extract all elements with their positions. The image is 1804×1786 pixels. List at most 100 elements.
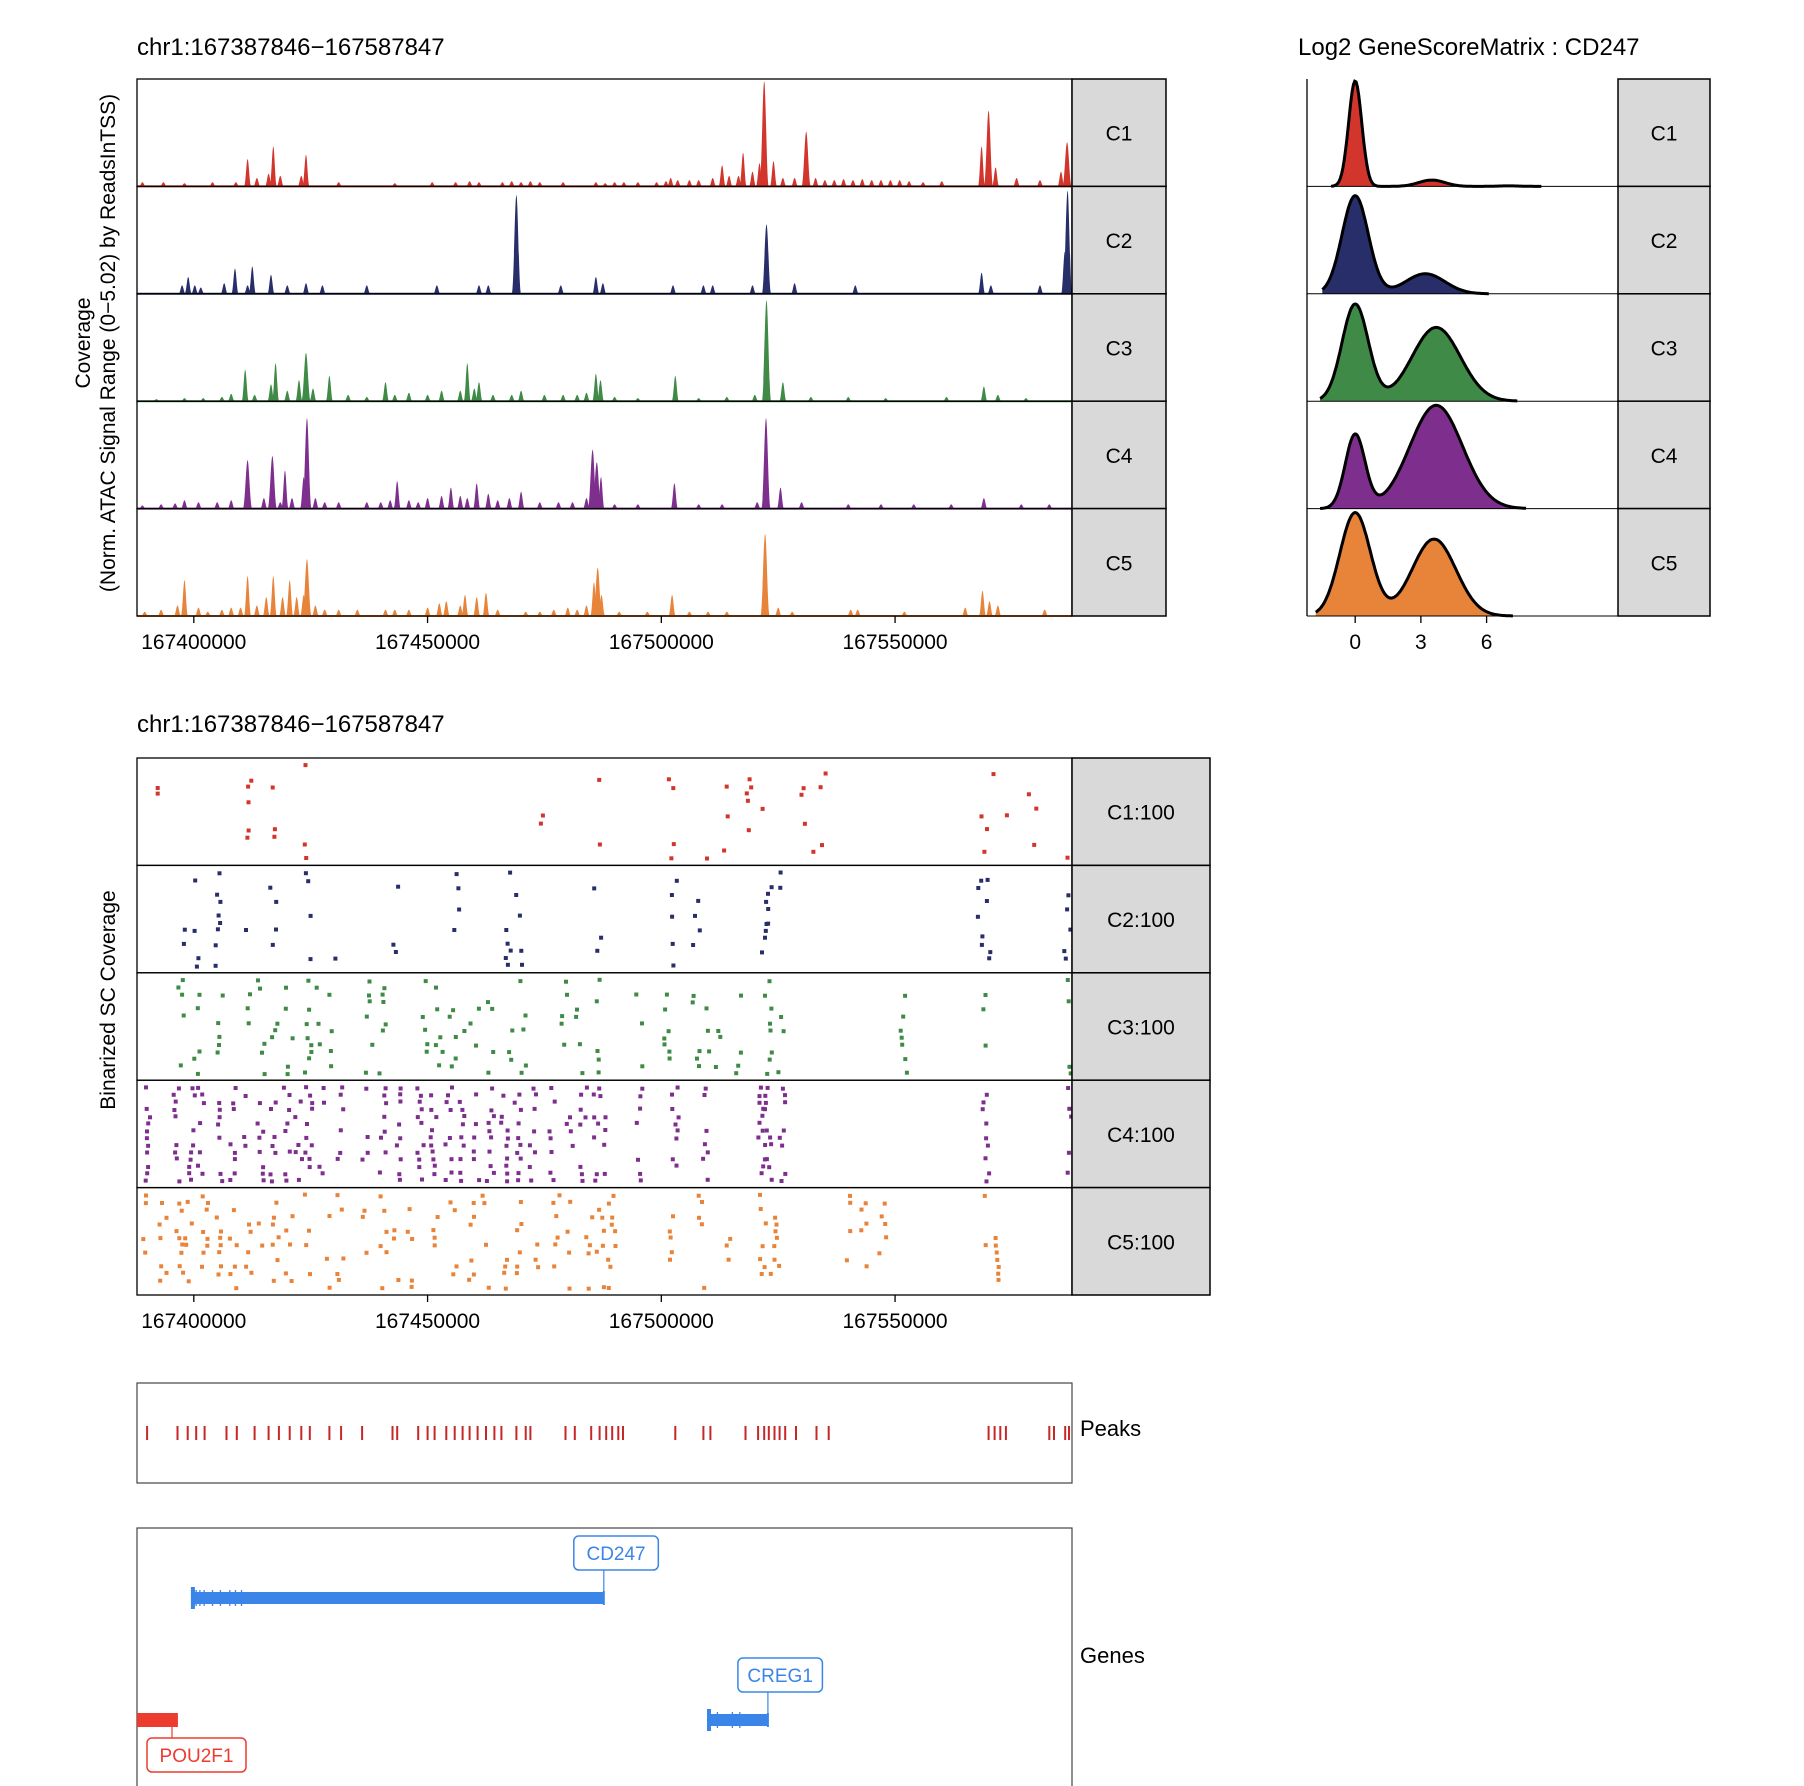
scatac-cell-dot — [518, 1107, 523, 1112]
genes-track: CD247 CREG1 POU2F1 — [136, 1527, 1073, 1786]
scatac-cell-dot — [769, 1177, 774, 1182]
coverage-peak — [671, 376, 679, 402]
scatac-cell-dot — [391, 942, 396, 947]
scatac-cell-dot — [232, 1264, 237, 1269]
scatac-cell-dot — [471, 1272, 476, 1277]
scatac-cell-dot — [454, 1264, 459, 1269]
scatac-cell-dot — [415, 1150, 420, 1155]
scatac-cell-dot — [177, 1236, 182, 1241]
scatac-cell-dot — [724, 784, 729, 789]
genes-frame — [136, 1527, 1073, 1786]
scatac-cell-dot — [580, 1178, 585, 1183]
coverage-peak — [281, 470, 289, 509]
scatac-cell-dot — [772, 1257, 777, 1262]
coverage-peak — [1022, 398, 1030, 402]
scatac-cell-dot — [538, 821, 543, 826]
scatac-cell-dot — [218, 1235, 223, 1240]
coverage-peak — [685, 180, 693, 187]
coverage-peak — [435, 603, 443, 616]
scatac-cell-dot — [783, 1171, 788, 1176]
scatac-cell-dot — [205, 1243, 210, 1248]
scatac-cell-dot — [398, 1157, 403, 1162]
scatac-cell-dot — [257, 1135, 262, 1140]
coverage-peak — [473, 597, 481, 616]
scatac-cell-dot — [516, 1121, 521, 1126]
scatac-cell-dot — [548, 1136, 553, 1141]
scatac-cell-dot — [398, 1086, 403, 1091]
scatac-cell-dot — [435, 1007, 440, 1012]
coverage-peak — [992, 167, 1000, 187]
coverage-track-frame — [136, 507, 1073, 617]
scatac-cell-dot — [505, 1179, 510, 1184]
scatac-cell-dot — [489, 1135, 494, 1140]
scatac-cell-dot — [779, 1179, 784, 1183]
scatac-cell-dot — [769, 1006, 774, 1011]
gene-pou2f1: POU2F1 — [137, 1713, 247, 1773]
coverage-peak — [267, 384, 275, 402]
scatac-cell-dot — [231, 1107, 236, 1111]
scatac-cell-dot — [593, 1178, 598, 1183]
ridge-strip-c5 — [1617, 507, 1711, 617]
scatac-cell-dot — [410, 1237, 415, 1241]
scatac-cell-dot — [309, 1143, 314, 1148]
scatac-cell-dot — [602, 1171, 607, 1176]
coverage-peak — [592, 373, 600, 402]
peak-mark — [203, 1426, 206, 1440]
scatac-cell-dot — [234, 1286, 239, 1291]
scatac-cell-dot — [611, 1193, 616, 1198]
scatac-cell-dot — [564, 1121, 569, 1126]
scatac-cell-dot — [316, 1021, 321, 1026]
scatac-cell-dot — [704, 1128, 709, 1133]
ridge-outline — [1319, 403, 1527, 510]
scatac-cell-dot — [338, 1128, 343, 1133]
scatac-cell-dot — [600, 1215, 605, 1220]
scatac-cell-dot — [273, 1150, 278, 1155]
scatac-cell-dot — [272, 834, 277, 839]
scatac-cell-dot — [242, 1135, 247, 1139]
scatac-cell-dot — [662, 1042, 667, 1047]
scatac-cell-dot — [321, 1086, 326, 1090]
scatac-cell-dot — [596, 1057, 601, 1062]
scatac-cell-dot — [196, 956, 201, 961]
scatac-cell-dot — [246, 828, 251, 833]
scatac-cell-dot — [256, 1221, 261, 1226]
scatac-cell-dot — [272, 827, 277, 832]
scatac-cell-dot — [327, 1285, 332, 1290]
scatac-cell-dot — [864, 1264, 869, 1269]
scatac-cell-dot — [309, 1043, 314, 1048]
peak-mark — [461, 1426, 464, 1440]
coverage-peak — [405, 609, 413, 616]
scatac-cell-dot — [285, 1072, 290, 1077]
scatac-cell-dot — [341, 1256, 346, 1261]
scatac-cell-dot — [984, 1179, 989, 1184]
scatac-cell-dot — [145, 1171, 150, 1176]
coverage-peak — [668, 595, 676, 616]
scatac-cell-dot — [307, 1165, 312, 1170]
peak-mark — [773, 1426, 776, 1440]
scatac-cell-dot — [728, 1236, 733, 1241]
peak-mark — [524, 1426, 527, 1440]
scatac-cell-dot — [587, 1243, 592, 1248]
peak-mark — [253, 1426, 256, 1440]
coverage-peak — [391, 609, 399, 616]
scatac-cell-dot — [430, 1149, 435, 1154]
scatac-cell-dot — [613, 1229, 618, 1234]
scatac-cell-dot — [609, 1222, 614, 1227]
ridge-c4: C4 — [1307, 400, 1711, 510]
scatac-cell-dot — [384, 1101, 389, 1106]
scatac-cell-dot — [503, 1286, 508, 1291]
coverage-peak — [611, 182, 619, 187]
scatac-cell-dot — [467, 1277, 472, 1282]
scatac-cell-dot — [159, 1264, 164, 1269]
scatac-cell-dot — [568, 1129, 573, 1134]
ridge-strip-label: C1 — [1651, 123, 1678, 146]
scatac-cell-dot — [859, 1228, 864, 1233]
ridge-strip-label: C3 — [1651, 338, 1678, 361]
scatac-cell-dot — [848, 1200, 853, 1205]
scatac-cell-dot — [217, 1034, 222, 1039]
scatac-cell-dot — [983, 1156, 988, 1161]
coverage-peak — [550, 609, 558, 616]
scatac-cell-dot — [985, 827, 989, 832]
coverage-peak — [748, 285, 757, 294]
peak-mark — [1068, 1426, 1070, 1440]
